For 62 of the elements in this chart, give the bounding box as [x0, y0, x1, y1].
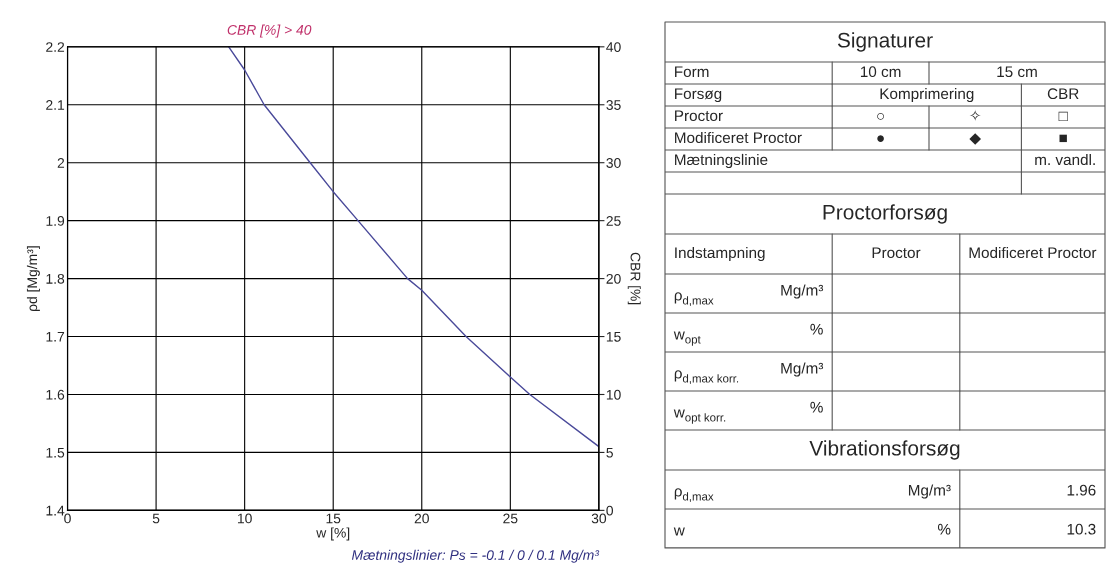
text: ○	[877, 113, 884, 120]
y-tick-label: 1.7	[46, 332, 65, 342]
text: ■	[1059, 134, 1067, 143]
x-tick-label: 20	[414, 513, 429, 524]
y-tick-label: 2.1	[46, 100, 65, 110]
y-tick-label: 1.5	[46, 447, 65, 458]
y-tick-label: 1.8	[46, 273, 65, 284]
text: 1.96	[1067, 484, 1096, 496]
y2-tick-label: 5	[606, 447, 613, 458]
text: Mg/m³	[908, 484, 951, 499]
text: Form	[675, 66, 709, 78]
x-tick-label: 5	[152, 513, 160, 524]
text: Modificeret Proctor	[675, 131, 802, 144]
text: Proctor	[675, 110, 723, 122]
y2-axis-title: CBR [%]	[627, 252, 641, 305]
y-tick-label: 2.2	[46, 42, 65, 52]
y2-tick-label: 0	[606, 505, 614, 516]
text: Forsøg	[675, 88, 722, 103]
y-tick-label: 1.4	[46, 505, 65, 516]
y-tick-label: 1.6	[46, 389, 65, 400]
text: Mætningslinier: Ps = -0.1 / 0 / 0.1 Mg/m³	[351, 549, 600, 563]
y2-tick-label: 40	[606, 42, 621, 52]
text: CBR [%] > 40	[227, 24, 312, 38]
y2-tick-label: 25	[606, 215, 621, 226]
text: 15 cm	[997, 66, 1037, 78]
y2-tick-label: 15	[606, 332, 621, 342]
text: CBR	[1047, 88, 1079, 100]
text: Proctorforsøg	[823, 204, 947, 224]
y-tick-label: 2	[57, 158, 65, 168]
y2-tick-label: 10	[606, 389, 621, 400]
text: %	[810, 401, 823, 413]
text: ✧	[969, 109, 981, 122]
x-tick-label: 15	[326, 513, 341, 524]
x-tick-label: 30	[591, 513, 607, 524]
text: □	[1058, 111, 1068, 121]
text: m. vandl.	[1035, 153, 1095, 166]
y2-tick-label: 30	[606, 158, 621, 168]
text: ◆	[969, 133, 982, 145]
x-tick-label: 0	[64, 513, 71, 524]
y2-tick-label: 20	[606, 273, 621, 284]
text: 10.3	[1067, 523, 1096, 535]
text: Mg/m³	[781, 284, 824, 299]
text: Indstampning	[675, 246, 765, 262]
text: Komprimering	[880, 87, 974, 103]
text: %	[810, 323, 823, 335]
line-series	[228, 46, 599, 448]
text: Proctor	[872, 247, 921, 259]
text: ●	[877, 135, 884, 142]
text: Mg/m³	[781, 362, 824, 377]
text: Signaturer	[837, 32, 933, 52]
x-tick-label: 10	[237, 513, 252, 524]
y-tick-label: 1.9	[46, 215, 65, 226]
x-axis-title: w [%]	[316, 527, 350, 541]
y-axis-title: ρd [Mg/m³]	[26, 246, 40, 311]
text: w	[673, 527, 685, 536]
y2-tick-label: 35	[606, 100, 621, 110]
x-tick-label: 25	[503, 513, 518, 524]
text: Vibrationsforsøg	[809, 440, 960, 460]
text: 10 cm	[860, 66, 901, 78]
text: %	[937, 523, 951, 535]
text: Mætningslinie	[675, 153, 768, 169]
text: Modificeret Proctor	[969, 246, 1097, 259]
